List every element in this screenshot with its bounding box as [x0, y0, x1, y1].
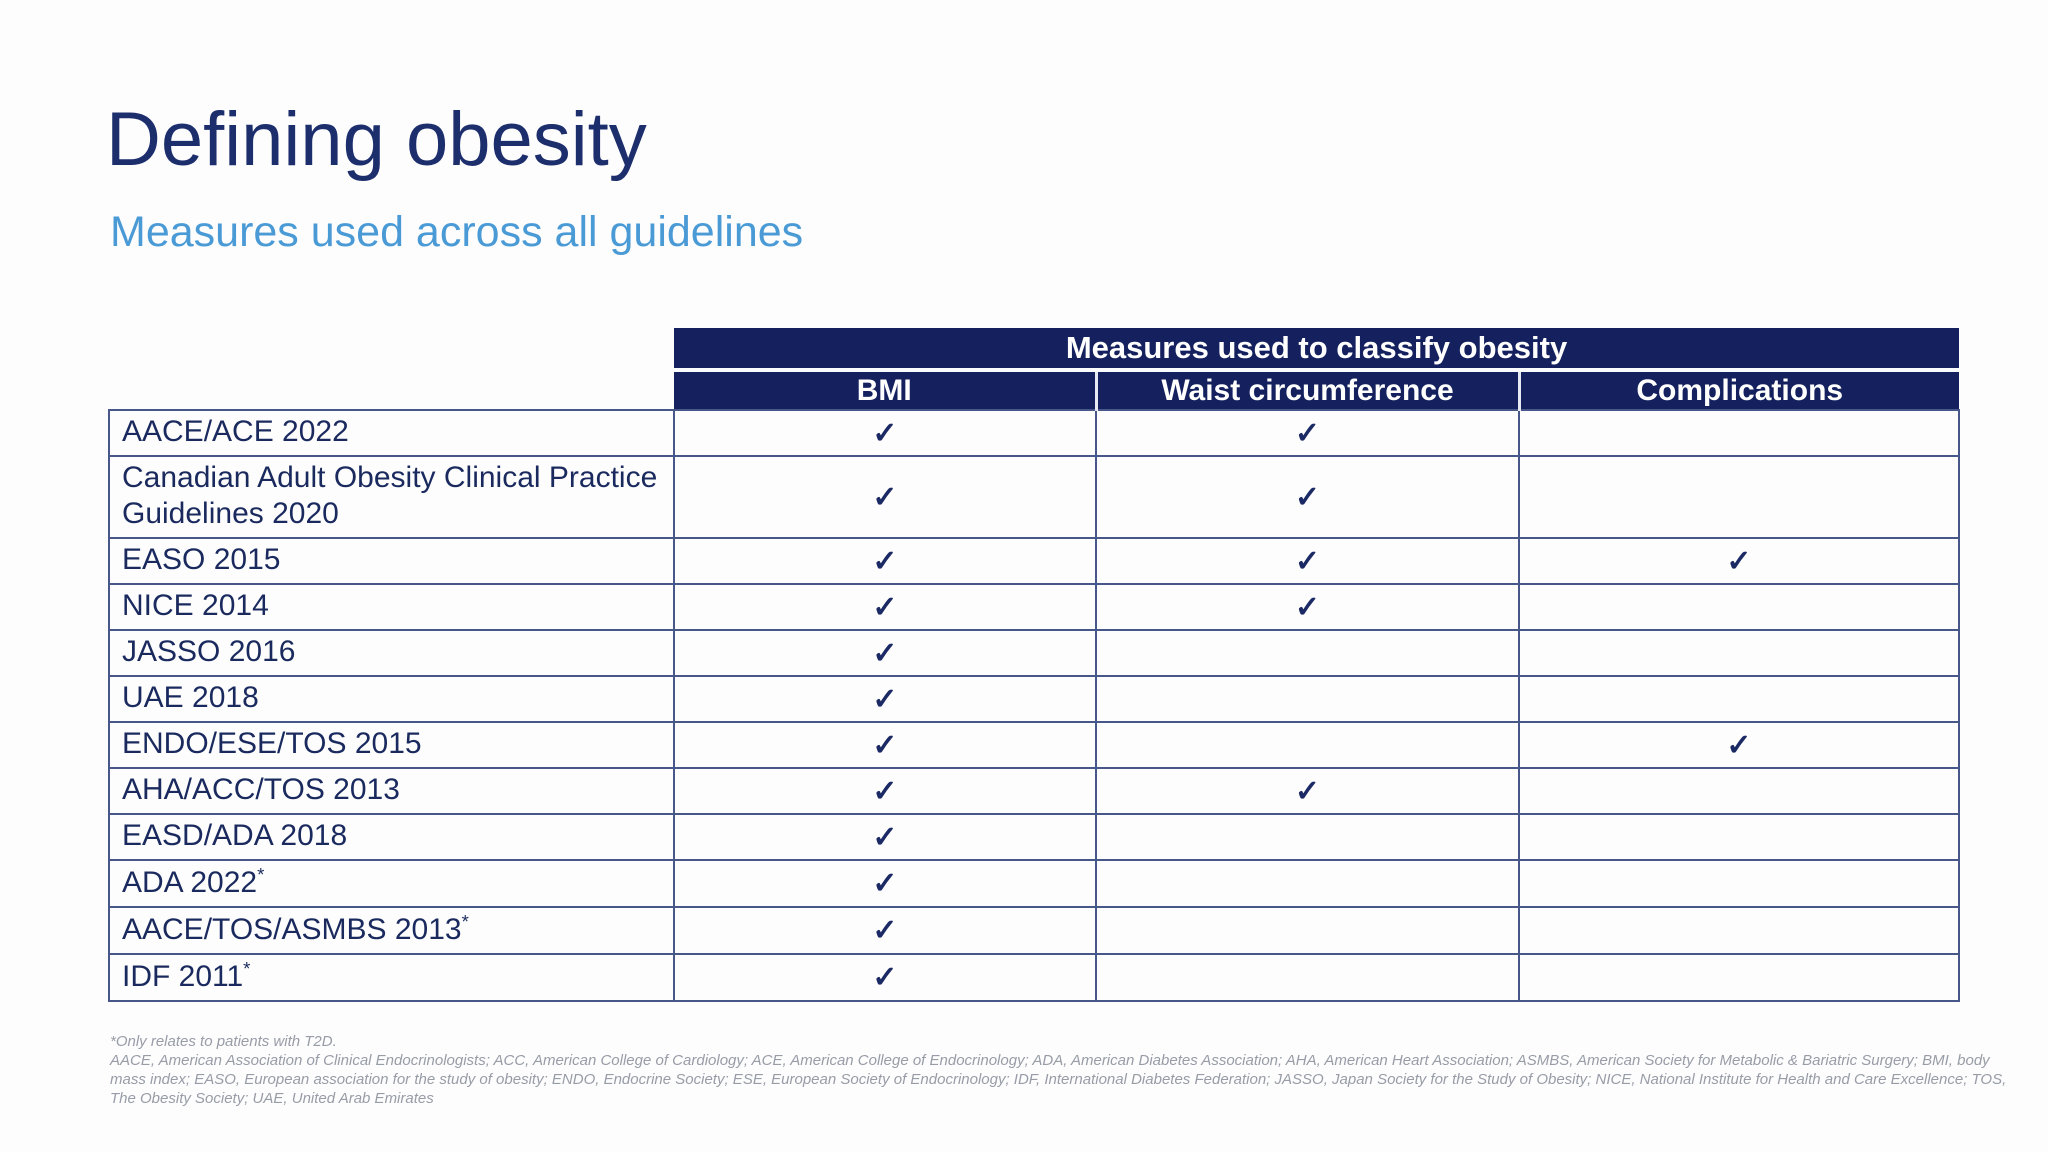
check-cell-checked: ✓: [673, 953, 1097, 1002]
table-header: Measures used to classify obesity BMI Wa…: [109, 328, 1959, 410]
check-cell-checked: ✓: [673, 629, 1097, 677]
check-cell-empty: [1518, 455, 1960, 539]
row-label: EASO 2015: [108, 537, 675, 585]
table-row: JASSO 2016 ✓: [108, 629, 1960, 677]
checkmark-icon: ✓: [872, 820, 898, 854]
check-cell-empty: [1518, 583, 1960, 631]
check-cell-checked: ✓: [1518, 537, 1960, 585]
check-cell-checked: ✓: [1095, 409, 1520, 457]
asterisk-note: *: [243, 958, 251, 979]
column-header-complications: Complications: [1517, 370, 1959, 410]
checkmark-icon: ✓: [1726, 544, 1752, 578]
check-cell-checked: ✓: [1095, 537, 1520, 585]
column-header-waist-circumference: Waist circumference: [1094, 370, 1519, 410]
check-cell-empty: [1518, 906, 1960, 955]
table-row: UAE 2018 ✓: [108, 675, 1960, 723]
page-subtitle: Measures used across all guidelines: [110, 208, 804, 256]
check-cell-checked: ✓: [673, 767, 1097, 815]
checkmark-icon: ✓: [1294, 544, 1321, 578]
row-label: Canadian Adult Obesity Clinical Practice…: [108, 455, 675, 539]
check-cell-checked: ✓: [673, 813, 1097, 861]
table-row: AHA/ACC/TOS 2013 ✓ ✓: [108, 767, 1960, 815]
check-cell-empty: [1095, 906, 1520, 955]
checkmark-icon: ✓: [872, 544, 898, 578]
checkmark-icon: ✓: [872, 590, 898, 624]
table-row: AACE/ACE 2022 ✓ ✓: [108, 409, 1960, 457]
header-spacer: [109, 328, 674, 370]
checkmark-icon: ✓: [1294, 480, 1321, 514]
table-row: EASD/ADA 2018 ✓: [108, 813, 1960, 861]
check-cell-checked: ✓: [673, 906, 1097, 955]
guidelines-table-wrap: Measures used to classify obesity BMI Wa…: [108, 328, 1960, 1002]
table-row: EASO 2015 ✓ ✓ ✓: [108, 537, 1960, 585]
column-header-bmi: BMI: [674, 370, 1096, 410]
check-cell-empty: [1095, 953, 1520, 1002]
row-label: NICE 2014: [108, 583, 675, 631]
guidelines-table: Measures used to classify obesity BMI Wa…: [108, 328, 1960, 1002]
row-label: EASD/ADA 2018: [108, 813, 675, 861]
check-cell-empty: [1518, 629, 1960, 677]
table-row: ENDO/ESE/TOS 2015 ✓ ✓: [108, 721, 1960, 769]
checkmark-icon: ✓: [872, 728, 898, 762]
check-cell-empty: [1095, 675, 1520, 723]
row-label: AACE/ACE 2022: [108, 409, 675, 457]
check-cell-checked: ✓: [1095, 583, 1520, 631]
checkmark-icon: ✓: [872, 636, 898, 670]
check-cell-empty: [1518, 953, 1960, 1002]
checkmark-icon: ✓: [872, 914, 898, 947]
asterisk-note: *: [257, 864, 265, 885]
footnote: *Only relates to patients with T2D. AACE…: [110, 1032, 2040, 1108]
table-row: IDF 2011* ✓: [108, 953, 1960, 1002]
check-cell-checked: ✓: [673, 409, 1097, 457]
table-row: AACE/TOS/ASMBS 2013* ✓: [108, 906, 1960, 955]
check-cell-empty: [1518, 675, 1960, 723]
checkmark-icon: ✓: [872, 867, 898, 900]
check-cell-checked: ✓: [1095, 455, 1520, 539]
check-cell-empty: [1518, 767, 1960, 815]
checkmark-icon: ✓: [872, 774, 898, 808]
checkmark-icon: ✓: [872, 416, 898, 450]
page-title: Defining obesity: [106, 97, 647, 182]
footnote-t2d: *Only relates to patients with T2D.: [110, 1033, 337, 1050]
checkmark-icon: ✓: [872, 480, 898, 514]
check-cell-checked: ✓: [673, 455, 1097, 539]
row-label: IDF 2011*: [108, 953, 675, 1002]
asterisk-note: *: [461, 911, 469, 932]
check-cell-checked: ✓: [673, 859, 1097, 908]
check-cell-checked: ✓: [1518, 721, 1960, 769]
row-label: ADA 2022*: [108, 859, 675, 908]
row-label: ENDO/ESE/TOS 2015: [108, 721, 675, 769]
table-row: Canadian Adult Obesity Clinical Practice…: [108, 455, 1960, 539]
check-cell-checked: ✓: [1095, 767, 1520, 815]
check-cell-empty: [1095, 859, 1520, 908]
check-cell-empty: [1095, 629, 1520, 677]
guidelines-table-body: AACE/ACE 2022 ✓ ✓ Canadian Adult Obesity Cl…: [108, 409, 1960, 1002]
row-label: AHA/ACC/TOS 2013: [108, 767, 675, 815]
check-cell-checked: ✓: [673, 537, 1097, 585]
row-label: UAE 2018: [108, 675, 675, 723]
checkmark-icon: ✓: [872, 961, 898, 994]
checkmark-icon: ✓: [1726, 728, 1752, 762]
checkmark-icon: ✓: [1294, 774, 1321, 808]
check-cell-empty: [1095, 813, 1520, 861]
check-cell-empty: [1518, 409, 1960, 457]
row-label: AACE/TOS/ASMBS 2013*: [108, 906, 675, 955]
checkmark-icon: ✓: [1294, 416, 1321, 450]
table-header-title: Measures used to classify obesity: [674, 328, 1959, 372]
check-cell-checked: ✓: [673, 583, 1097, 631]
row-label: JASSO 2016: [108, 629, 675, 677]
checkmark-icon: ✓: [872, 682, 898, 716]
check-cell-empty: [1518, 813, 1960, 861]
table-row: ADA 2022* ✓: [108, 859, 1960, 908]
table-row: NICE 2014 ✓ ✓: [108, 583, 1960, 631]
check-cell-empty: [1095, 721, 1520, 769]
checkmark-icon: ✓: [1294, 590, 1321, 624]
header-spacer: [109, 370, 674, 410]
check-cell-checked: ✓: [673, 675, 1097, 723]
footnote-abbreviations: AACE, American Association of Clinical E…: [110, 1052, 2007, 1107]
check-cell-checked: ✓: [673, 721, 1097, 769]
check-cell-empty: [1518, 859, 1960, 908]
